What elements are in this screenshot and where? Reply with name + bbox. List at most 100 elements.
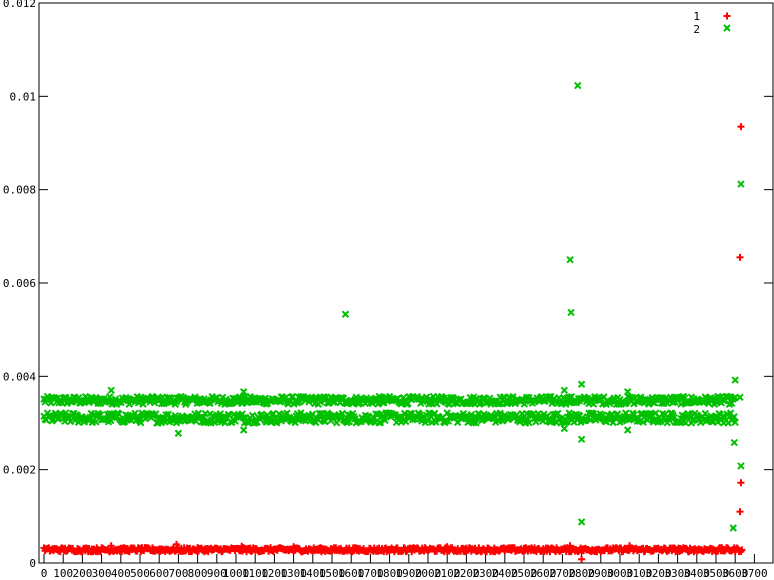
series-2-point [469, 419, 478, 427]
series-2-point [737, 462, 745, 470]
series-2-point [736, 393, 744, 402]
x-tick-label: 1200 [261, 567, 288, 580]
x-tick-label: 1800 [376, 567, 403, 580]
series-2-point [560, 386, 569, 395]
series-2-point [221, 419, 229, 427]
series-1-point [443, 543, 451, 551]
series-2-point [639, 418, 647, 426]
series-2-point [577, 380, 586, 388]
x-tick-label: 2900 [588, 567, 615, 580]
x-axis: 0 100 200 300 400 500 600 700 800 900100011001200… [41, 554, 768, 580]
series-2-point [577, 518, 586, 526]
x-tick-label: 500 [130, 567, 150, 580]
x-tick-label: 0 [41, 567, 48, 580]
legend-label-1: 1 [693, 10, 700, 23]
series-1-point [290, 543, 298, 551]
series-2-point [681, 419, 690, 427]
series-2-point [589, 400, 598, 408]
series-2-point [115, 410, 123, 418]
x-tick-label: 2600 [530, 567, 557, 580]
series-2-point [665, 416, 674, 425]
series-2-point [729, 524, 737, 532]
series-1-point [107, 542, 115, 550]
series-1-point [566, 542, 574, 550]
series-2-point [374, 400, 382, 408]
y-tick-label: 0.004 [3, 370, 36, 383]
legend-label-2: 2 [693, 23, 700, 36]
x-tick-label: 1100 [242, 567, 269, 580]
x-tick-label: 1300 [280, 567, 307, 580]
series-2-point [731, 418, 739, 427]
series-2-point [174, 429, 183, 437]
series-2-point [623, 426, 632, 434]
series-2-point [609, 418, 617, 427]
series-1 [40, 123, 746, 563]
series-2-point [283, 409, 291, 417]
x-tick-label: 2700 [549, 567, 576, 580]
series-2-point [566, 255, 574, 264]
series-2-point [577, 435, 586, 444]
series-2-point [239, 426, 248, 434]
x-tick-label: 3700 [741, 567, 768, 580]
series-2-point [381, 416, 389, 425]
y-tick-label: 0 [29, 557, 36, 570]
y-tick-label: 0.01 [10, 90, 37, 103]
y-axis: 0 0.002 0.004 0.006 0.008 0.01 0.012 [3, 0, 773, 570]
series-2-point [92, 418, 100, 426]
x-tick-label: 3000 [607, 567, 634, 580]
series-2-point [737, 180, 745, 188]
series-2-point [248, 411, 257, 420]
series-2-point [317, 409, 326, 418]
x-tick-label: 100 [53, 567, 73, 580]
series-2-point [560, 424, 569, 433]
x-tick-label: 3600 [722, 567, 749, 580]
series-2-point [724, 393, 732, 401]
legend: 12 [693, 10, 731, 36]
x-tick-label: 1400 [300, 567, 327, 580]
y-tick-label: 0.002 [3, 464, 36, 477]
x-tick-label: 1900 [396, 567, 423, 580]
x-tick-label: 300 [92, 567, 112, 580]
series-2-point [269, 409, 277, 418]
series-2-point [338, 409, 347, 418]
series-2-point [341, 310, 350, 318]
x-tick-label: 3200 [645, 567, 672, 580]
x-tick-label: 1500 [319, 567, 346, 580]
x-tick-label: 200 [72, 567, 92, 580]
x-tick-label: 2000 [415, 567, 442, 580]
x-tick-label: 3400 [684, 567, 711, 580]
x-tick-label: 1600 [338, 567, 365, 580]
series-2-point [525, 418, 533, 427]
series-2-point [730, 413, 738, 421]
series-1-point [737, 123, 745, 131]
legend-marker-1 [723, 12, 731, 20]
series-1-point [172, 540, 180, 548]
x-tick-label: 1700 [357, 567, 384, 580]
series-2-point [586, 416, 594, 424]
series-1-point [738, 546, 746, 554]
series-2-point [730, 438, 738, 447]
x-tick-label: 3500 [703, 567, 730, 580]
x-tick-label: 600 [149, 567, 169, 580]
series-2 [40, 81, 745, 532]
plot-frame [38, 2, 774, 564]
series-1-point [238, 542, 246, 550]
series-2-point [107, 386, 115, 395]
x-tick-label: 2200 [453, 567, 480, 580]
y-tick-label: 0.006 [3, 277, 36, 290]
x-tick-label: 2300 [472, 567, 499, 580]
x-tick-label: 2100 [434, 567, 461, 580]
series-1-point [736, 253, 744, 261]
x-tick-label: 400 [111, 567, 131, 580]
x-tick-label: 2400 [492, 567, 519, 580]
x-tick-label: 3300 [664, 567, 691, 580]
series-2-point [574, 81, 582, 90]
series-2-point [407, 410, 416, 418]
legend-marker-2 [723, 24, 731, 32]
series-layer [40, 81, 746, 563]
x-tick-label: 2500 [511, 567, 538, 580]
x-tick-label: 900 [207, 567, 227, 580]
series-1-point [578, 555, 586, 563]
x-tick-label: 3100 [626, 567, 653, 580]
